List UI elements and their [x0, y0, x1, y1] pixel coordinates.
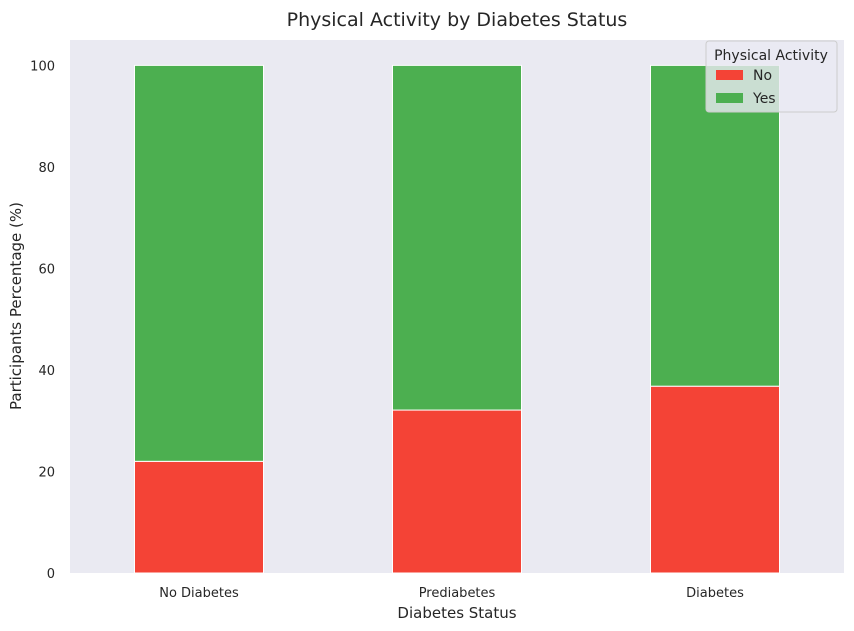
legend-swatch-no — [716, 70, 743, 80]
chart-title: Physical Activity by Diabetes Status — [287, 9, 628, 31]
legend-title: Physical Activity — [714, 48, 828, 64]
bar-no-diabetes-yes — [134, 64, 264, 462]
legend-label-no: No — [753, 68, 772, 84]
bar-no-diabetes-no — [134, 460, 264, 574]
x-tick-label: No Diabetes — [159, 586, 239, 601]
y-tick-label: 0 — [47, 567, 55, 582]
y-axis-label: Participants Percentage (%) — [7, 202, 25, 410]
x-tick-label: Diabetes — [686, 586, 744, 601]
y-tick-label: 100 — [30, 59, 55, 74]
bar-prediabetes-yes — [392, 64, 522, 411]
legend: Physical Activity No Yes — [705, 40, 838, 113]
x-axis-label: Diabetes Status — [397, 604, 516, 622]
y-axis: 0 20 40 60 80 100 — [30, 59, 55, 582]
y-tick-label: 80 — [38, 161, 55, 176]
bars-group — [134, 64, 780, 574]
legend-label-yes: Yes — [752, 91, 776, 107]
bar-diabetes-no — [650, 385, 780, 574]
y-tick-label: 60 — [38, 262, 55, 277]
y-tick-label: 20 — [38, 465, 55, 480]
x-axis: No Diabetes Prediabetes Diabetes — [159, 586, 744, 601]
y-tick-label: 40 — [38, 364, 55, 379]
bar-diabetes-yes — [650, 64, 780, 387]
x-tick-label: Prediabetes — [419, 586, 496, 601]
bar-prediabetes-no — [392, 409, 522, 574]
legend-swatch-yes — [716, 93, 743, 103]
